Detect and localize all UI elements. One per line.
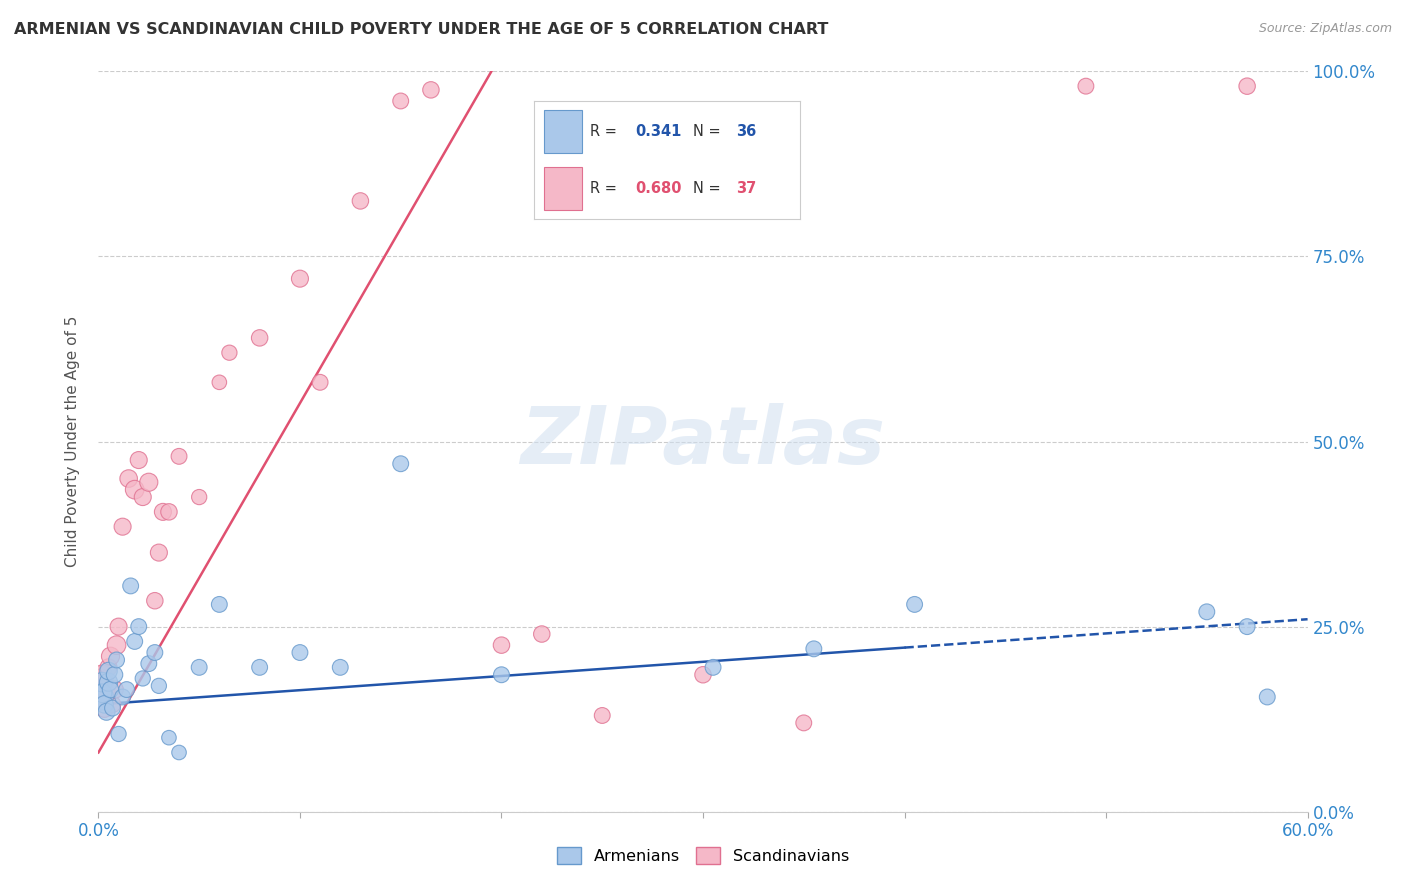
Point [167,746,190,760]
Point [132,672,155,686]
Y-axis label: Child Poverty Under the Age of 5: Child Poverty Under the Age of 5 [65,316,80,567]
Point [309,376,332,390]
Point [249,660,271,674]
Point [389,94,412,108]
Point [692,667,714,681]
Point [115,682,138,697]
Point [1074,79,1097,94]
Point [138,657,160,671]
Point [96,705,118,719]
Point [138,475,160,490]
Point [1236,79,1258,94]
Point [491,638,513,652]
Point [97,675,120,690]
Point [103,667,125,681]
Point [93,698,115,712]
Point [143,593,166,607]
Point [249,331,271,345]
Point [91,667,114,681]
Point [103,682,125,697]
Point [288,646,311,660]
Point [793,715,815,730]
Point [208,376,231,390]
Text: ARMENIAN VS SCANDINAVIAN CHILD POVERTY UNDER THE AGE OF 5 CORRELATION CHART: ARMENIAN VS SCANDINAVIAN CHILD POVERTY U… [14,22,828,37]
Point [111,519,134,533]
Point [111,690,134,704]
Point [124,483,146,497]
Point [904,598,927,612]
Point [107,727,129,741]
Point [218,345,240,359]
Point [100,649,122,664]
Point [803,641,825,656]
Point [89,675,111,690]
Point [702,660,724,674]
Point [167,450,190,464]
Point [124,634,146,648]
Point [157,505,180,519]
Text: ZIPatlas: ZIPatlas [520,402,886,481]
Point [591,708,613,723]
Point [329,660,352,674]
Point [105,653,128,667]
Point [118,471,141,485]
Point [91,675,114,690]
Point [188,660,211,674]
Point [107,619,129,633]
Point [188,490,211,504]
Point [288,271,311,285]
Point [349,194,371,208]
Point [91,686,114,700]
Point [389,457,412,471]
Point [152,505,174,519]
Point [157,731,180,745]
Point [148,546,170,560]
Point [143,646,166,660]
Text: Source: ZipAtlas.com: Source: ZipAtlas.com [1258,22,1392,36]
Point [101,698,124,712]
Point [128,619,150,633]
Point [96,686,118,700]
Point [97,664,120,678]
Point [101,701,124,715]
Point [208,598,231,612]
Point [97,660,120,674]
Point [530,627,553,641]
Point [148,679,170,693]
Point [128,453,150,467]
Point [120,579,142,593]
Point [420,83,443,97]
Point [93,701,115,715]
Point [132,490,155,504]
Point [1236,619,1258,633]
Point [89,690,111,704]
Legend: Armenians, Scandinavians: Armenians, Scandinavians [551,841,855,871]
Point [105,638,128,652]
Point [1256,690,1278,704]
Point [491,667,513,681]
Point [100,682,122,697]
Point [1195,605,1218,619]
